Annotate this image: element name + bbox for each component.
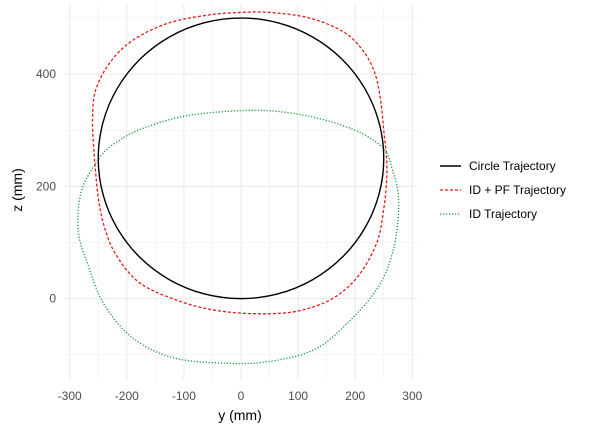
x-tick-labels: -300 -200 -100 0 100 200 300 <box>58 389 423 403</box>
x-tick-label: 100 <box>288 389 308 403</box>
legend-label-3: ID Trajectory <box>469 207 537 221</box>
series-line-1 <box>97 17 385 300</box>
y-tick-label: 0 <box>49 292 56 306</box>
x-tick-label: 0 <box>238 389 245 403</box>
legend-label-2: ID + PF Trajectory <box>469 183 566 197</box>
legend-label-1: Circle Trajectory <box>469 159 556 173</box>
y-tick-label: 400 <box>36 67 56 81</box>
series-line-3 <box>77 109 400 365</box>
x-axis-title: y (mm) <box>218 407 262 423</box>
x-tick-label: 300 <box>402 389 422 403</box>
grid-major <box>64 4 418 380</box>
y-axis-title: z (mm) <box>9 168 25 212</box>
x-tick-label: -300 <box>58 389 82 403</box>
y-tick-labels: 0 200 400 <box>36 67 56 305</box>
legend: Circle Trajectory ID + PF Trajectory ID Tr… <box>440 159 566 221</box>
x-tick-label: -100 <box>172 389 196 403</box>
series-line-2 <box>91 11 388 315</box>
x-tick-label: 200 <box>345 389 365 403</box>
y-tick-label: 200 <box>36 179 56 193</box>
series-layer <box>77 11 400 365</box>
x-tick-label: -200 <box>115 389 139 403</box>
